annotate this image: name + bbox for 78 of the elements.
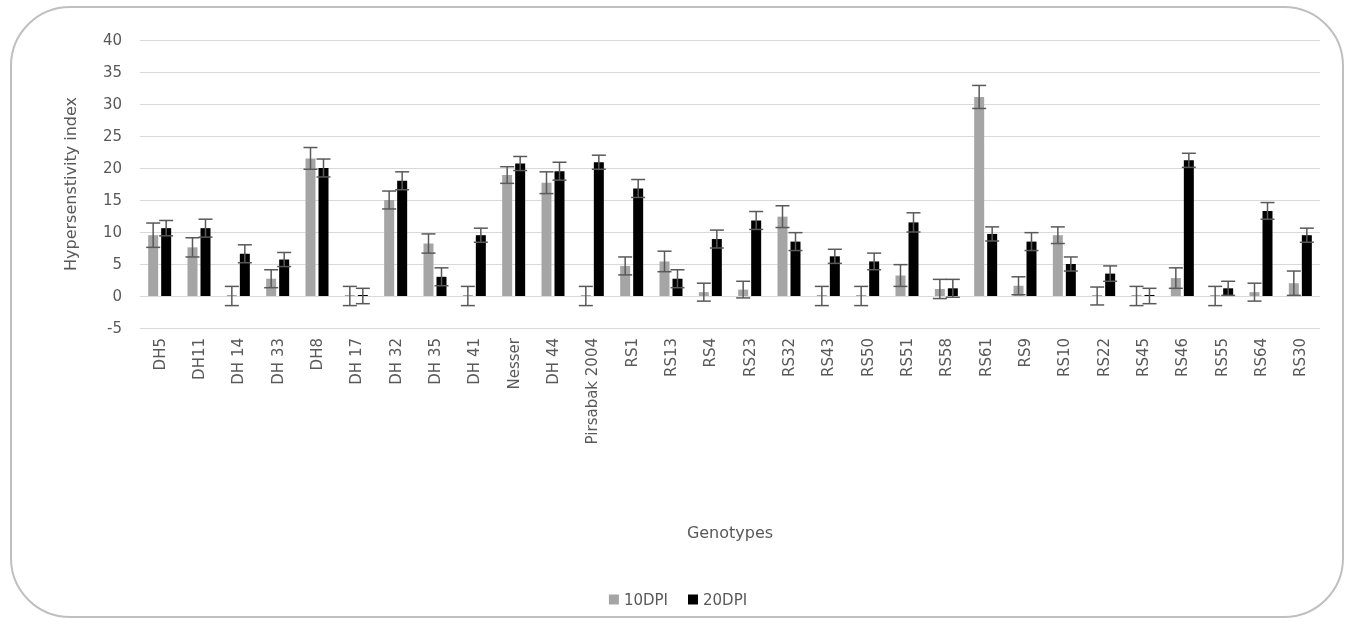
- bar: [279, 259, 290, 296]
- x-tick-label: Nesser: [504, 337, 523, 390]
- y-tick-label: 10: [102, 223, 122, 241]
- bar: [1249, 292, 1260, 296]
- bar: [908, 222, 919, 296]
- x-tick-label: RS1: [622, 338, 641, 368]
- y-tick-label: 35: [102, 63, 122, 81]
- bar: [384, 200, 395, 296]
- x-axis-title: Genotypes: [686, 522, 774, 542]
- bar: [790, 241, 801, 296]
- bar: [1183, 160, 1194, 296]
- x-tick-label: RS30: [1291, 338, 1310, 378]
- x-tick-label: RS64: [1252, 338, 1270, 378]
- bar: [148, 235, 159, 296]
- bar: [633, 188, 644, 296]
- bar: [541, 182, 552, 296]
- bar: [397, 180, 408, 296]
- y-tick-label: 30: [102, 95, 122, 113]
- x-tick-label: RS61: [976, 338, 995, 378]
- y-tick-label: 20: [102, 159, 122, 177]
- bar: [161, 228, 172, 296]
- x-tick-label: RS46: [1173, 338, 1192, 378]
- y-tick-label: -5: [107, 319, 122, 337]
- x-tick-label: DH11: [190, 338, 208, 380]
- y-axis-title: Hypersenstivity index: [60, 97, 80, 271]
- bar: [554, 171, 565, 296]
- x-tick-label: RS45: [1134, 338, 1152, 378]
- x-tick-label: DH 41: [465, 338, 484, 385]
- bar: [593, 162, 604, 296]
- bar: [777, 216, 788, 296]
- x-tick-label: RS9: [1016, 338, 1034, 368]
- bar: [1262, 210, 1273, 296]
- legend-label: 20DPI: [703, 590, 748, 609]
- y-tick-label: 15: [102, 191, 122, 209]
- x-tick-label: RS13: [662, 338, 680, 378]
- bar: [1026, 241, 1037, 296]
- legend-label: 10DPI: [623, 590, 668, 609]
- x-tick-label: DH8: [308, 338, 326, 371]
- bar: [987, 233, 998, 296]
- bar: [200, 228, 211, 296]
- bar: [318, 168, 329, 296]
- x-tick-label: RS43: [819, 338, 838, 378]
- x-tick-label: DH 35: [426, 338, 444, 385]
- y-tick-label: 0: [112, 287, 122, 305]
- x-tick-label: DH5: [150, 338, 169, 371]
- bar: [423, 243, 434, 296]
- bar: [1052, 235, 1063, 296]
- x-tick-label: RS10: [1055, 338, 1074, 378]
- y-tick-label: 5: [112, 255, 122, 273]
- x-tick-label: DH 14: [229, 338, 248, 385]
- bar: [711, 239, 722, 296]
- x-tick-label: RS4: [701, 338, 720, 368]
- x-tick-label: RS58: [937, 338, 956, 378]
- bar: [239, 253, 250, 296]
- x-tick-label: DH 17: [347, 338, 366, 385]
- bar: [974, 96, 985, 296]
- bar: [751, 220, 762, 296]
- bar: [515, 163, 526, 296]
- bar: [659, 261, 670, 296]
- bar: [305, 158, 316, 296]
- x-tick-label: RS32: [780, 338, 798, 378]
- x-tick-label: RS23: [740, 338, 759, 378]
- y-tick-label: 40: [102, 31, 122, 49]
- bar: [1301, 235, 1312, 296]
- bar: [475, 235, 486, 296]
- x-tick-label: RS51: [898, 338, 916, 378]
- x-tick-label: DH 33: [268, 338, 287, 385]
- bar: [502, 175, 513, 296]
- x-tick-label: DH 44: [544, 338, 562, 385]
- bar: [187, 247, 198, 296]
- y-tick-label: 25: [102, 127, 122, 145]
- x-tick-label: Pirsabak 2004: [583, 338, 602, 445]
- x-tick-label: RS55: [1212, 338, 1231, 378]
- x-tick-label: RS22: [1094, 338, 1113, 378]
- bar: [829, 256, 840, 296]
- x-tick-label: RS50: [858, 338, 877, 378]
- x-tick-label: DH 32: [386, 338, 405, 385]
- bar: [1065, 264, 1076, 296]
